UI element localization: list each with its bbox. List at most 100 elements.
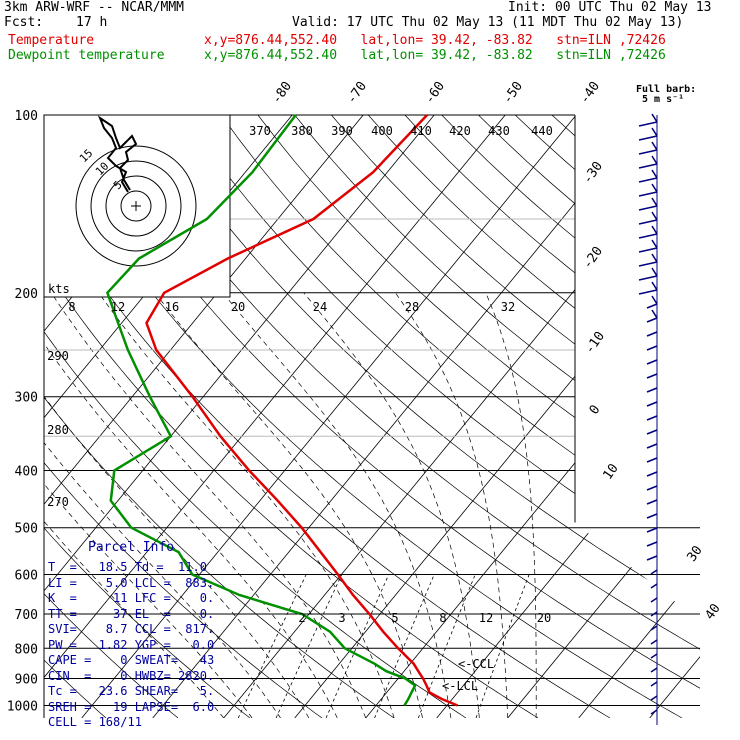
parcel-info-row: SVI= 8.7 CCL = 817. (48, 622, 215, 636)
hodograph-ring (75, 145, 197, 267)
mixing-ratio-label: 20 (537, 611, 551, 625)
wind-barb (646, 429, 658, 435)
wind-barb (646, 303, 658, 309)
dry-adiabat (44, 115, 467, 718)
moist-adiabat (154, 292, 423, 718)
isotherm-line (152, 115, 648, 718)
isotherm-line (81, 115, 577, 718)
dry-adiabat (44, 115, 611, 718)
wind-barb (646, 555, 658, 561)
parcel-info-row: CAPE = 0 SWEAT= 43 (48, 653, 215, 667)
wind-barb (638, 289, 658, 295)
temperature-legend-info: x,y=876.44,552.40 lat,lon= 39.42, -83.82… (204, 33, 666, 48)
wind-barb-flag (651, 113, 658, 123)
parcel-info-row: Tc = 23.6 SHEAR= 5. (48, 684, 215, 698)
dry-adiabat (220, 115, 700, 718)
valid-time: Valid: 17 UTC Thu 02 May 13 (11 MDT Thu … (292, 15, 684, 30)
wind-barb (646, 317, 658, 323)
pressure-tick-label: 700 (15, 608, 38, 623)
mixing-ratio-line (237, 574, 307, 718)
wind-barbs (638, 113, 658, 725)
pressure-tick-label: 500 (15, 522, 38, 537)
dewpoint-line (105, 114, 417, 707)
hodograph-kts-label: 24 (313, 300, 327, 314)
wind-barb (638, 247, 658, 253)
isotherm-line (578, 115, 700, 718)
wind-barb (650, 597, 658, 603)
moist-adiabat (303, 292, 480, 718)
wind-barb (638, 149, 658, 155)
wind-barb (646, 415, 658, 421)
dry-adiabat (44, 115, 179, 718)
dry-adiabat (44, 115, 395, 718)
wind-barb (646, 541, 658, 547)
mixing-ratio-line (374, 574, 435, 718)
mixing-ratio-label: 2 (298, 611, 305, 625)
dry-adiabat (110, 115, 700, 718)
wind-barb (650, 653, 658, 659)
moist-adiabat (44, 292, 281, 718)
isotherm-label: -10 (582, 329, 608, 357)
isotherm-label: 0 (587, 402, 604, 417)
dry-adiabat (44, 115, 539, 718)
isotherm-label: -30 (580, 159, 606, 187)
mixing-ratio-label: 3 (338, 611, 345, 625)
temperature-legend-label: Temperature (8, 33, 95, 48)
isotherm-label: -60 (422, 79, 448, 107)
wind-barb (646, 443, 658, 449)
moist-adiabat (98, 292, 395, 718)
isotherm-label: -40 (577, 79, 603, 107)
wind-barb-flag (651, 127, 658, 137)
theta-label: 440 (531, 124, 553, 138)
dry-adiabat (514, 115, 700, 718)
isotherm-label: -50 (500, 79, 526, 107)
theta-label: 390 (331, 124, 353, 138)
dry-adiabat (588, 115, 700, 718)
isotherm-line (294, 115, 700, 718)
theta-label: 270 (47, 495, 69, 509)
theta-label: 400 (371, 124, 393, 138)
wind-barb-flag (651, 169, 658, 179)
pressure-tick-label: 300 (15, 391, 38, 406)
wind-barb (650, 681, 658, 687)
mixing-ratio-line (475, 574, 530, 718)
mixing-ratio-line (418, 574, 476, 718)
wind-barb (638, 163, 658, 169)
mixing-ratio-label: 8 (439, 611, 446, 625)
isotherm-line (44, 115, 435, 718)
hodograph-kts-label: 16 (165, 300, 179, 314)
fcst-label: Fcst: (4, 15, 44, 30)
hodograph-ring (120, 190, 152, 222)
wind-barb (638, 205, 658, 211)
wind-barb-flag (651, 239, 658, 249)
parcel-info-row: K = 11 LFC = 0. (48, 591, 215, 605)
hodograph-kts-label: 8 (68, 300, 75, 314)
parcel-info-title: Parcel Info (88, 540, 175, 555)
pressure-tick-label: 900 (15, 672, 38, 687)
pressure-tick-label: 600 (15, 568, 38, 583)
theta-label: 380 (291, 124, 313, 138)
wind-barb (638, 135, 658, 141)
wind-barb (646, 485, 658, 491)
pressure-tick-label: 1000 (7, 699, 38, 714)
wind-barb (646, 527, 658, 533)
parcel-info-row: T = 18.5 Td = 11.0 (48, 560, 207, 574)
parcel-info-row: CIN = 0 HWBZ= 2820. (48, 668, 215, 683)
wind-barb (646, 513, 658, 519)
isotherm-line (0, 115, 8, 718)
hodograph-kts-label: 32 (501, 300, 515, 314)
profiles (105, 114, 459, 707)
dry-adiabat (44, 115, 323, 718)
wind-barb (650, 667, 658, 673)
isotherm-label: 30 (684, 543, 705, 564)
dry-adiabat (147, 115, 700, 718)
wind-barb-flag (651, 295, 658, 305)
wind-barb (638, 121, 658, 127)
dry-adiabat (294, 115, 700, 718)
wind-barb (650, 569, 658, 575)
wind-barb-flag (651, 197, 658, 207)
dewpoint-legend-label: Dewpoint temperature (8, 48, 165, 63)
isotherm-label: -20 (580, 244, 606, 272)
mixing-ratio-label: 5 (391, 611, 398, 625)
dry-adiabat (257, 115, 700, 718)
